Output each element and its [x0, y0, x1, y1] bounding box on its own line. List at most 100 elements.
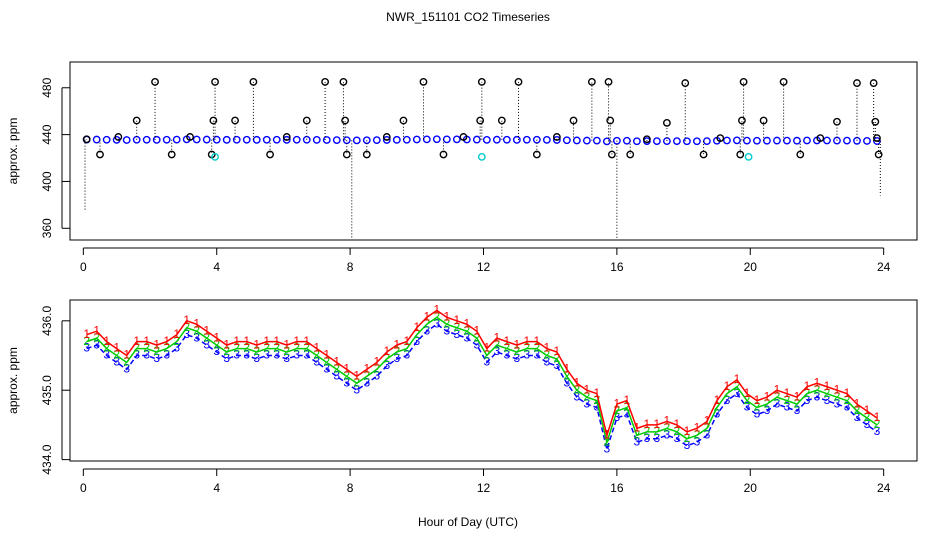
point-marker: 2 [864, 410, 871, 424]
data-point [552, 133, 561, 141]
point-marker: 1 [283, 337, 290, 351]
point-marker: 1 [363, 362, 370, 376]
point-marker: 1 [273, 334, 280, 348]
data-point [604, 78, 613, 86]
data-point [122, 136, 131, 144]
point-marker: 2 [644, 424, 651, 438]
point-marker: 1 [554, 344, 561, 358]
point-marker: 3 [844, 400, 851, 414]
point-marker: 1 [373, 355, 380, 369]
point-marker: 3 [193, 330, 200, 344]
point-marker: 3 [473, 337, 480, 351]
point-marker: 3 [864, 417, 871, 431]
data-point [211, 152, 219, 161]
y-tick-label: 400 [40, 171, 54, 191]
series-line [86, 323, 878, 452]
data-point [502, 135, 511, 144]
point-marker: 1 [243, 334, 250, 348]
y-tick-label: 440 [40, 124, 54, 144]
data-point [477, 78, 486, 86]
point-marker: 3 [93, 337, 100, 351]
point-marker: 3 [303, 348, 310, 362]
point-marker: 1 [323, 348, 330, 362]
point-marker: 1 [744, 386, 751, 400]
point-marker: 3 [133, 348, 140, 362]
point-marker: 3 [313, 355, 320, 369]
point-marker: 1 [393, 337, 400, 351]
data-point [869, 79, 878, 87]
data-point [512, 135, 521, 144]
point-marker: 2 [123, 355, 130, 369]
point-marker: 1 [544, 341, 551, 355]
point-marker: 1 [303, 334, 310, 348]
point-marker: 1 [654, 417, 661, 431]
data-point [763, 136, 771, 145]
point-marker: 3 [273, 348, 280, 362]
point-marker: 1 [133, 334, 140, 348]
point-marker: 3 [453, 327, 460, 341]
point-marker: 2 [433, 310, 440, 324]
point-marker: 3 [834, 396, 841, 410]
point-marker: 1 [754, 393, 761, 407]
point-marker: 2 [383, 351, 390, 365]
point-marker: 2 [524, 341, 531, 355]
point-marker: 2 [453, 320, 460, 334]
point-marker: 1 [453, 313, 460, 327]
data-point [332, 136, 341, 145]
point-marker: 1 [824, 379, 831, 393]
x-axis-label: Hour of Day (UTC) [418, 515, 518, 529]
point-marker: 1 [614, 396, 621, 410]
point-marker: 1 [403, 334, 410, 348]
point-marker: 3 [243, 348, 250, 362]
point-marker: 2 [874, 417, 881, 431]
data-point [412, 135, 421, 144]
data-point [514, 78, 523, 86]
y-tick-label: 434.0 [40, 444, 54, 474]
x-tick-label: 16 [610, 260, 624, 274]
point-marker: 2 [814, 382, 821, 396]
point-marker: 1 [664, 414, 671, 428]
point-marker: 2 [343, 369, 350, 383]
y-axis-label: approx. ppm [6, 118, 20, 185]
point-marker: 2 [93, 330, 100, 344]
point-marker: 1 [433, 303, 440, 317]
data-point [162, 135, 171, 144]
point-marker: 3 [123, 362, 130, 376]
x-tick-label: 8 [347, 260, 354, 274]
point-marker: 2 [283, 344, 290, 358]
point-marker: 2 [624, 400, 631, 414]
point-marker: 3 [233, 348, 240, 362]
point-marker: 2 [594, 393, 601, 407]
point-marker: 1 [233, 334, 240, 348]
data-point [492, 135, 501, 144]
point-marker: 3 [283, 351, 290, 365]
series-line [86, 316, 878, 446]
point-marker: 3 [574, 389, 581, 403]
point-marker: 2 [554, 351, 561, 365]
point-marker: 3 [724, 393, 731, 407]
data-point [82, 135, 91, 144]
point-marker: 1 [774, 382, 781, 396]
data-point [202, 135, 211, 144]
data-point [382, 136, 391, 144]
data-point [572, 136, 581, 145]
point-marker: 3 [664, 427, 671, 441]
data-point [703, 137, 711, 146]
point-marker: 1 [223, 337, 230, 351]
data-point [167, 150, 176, 159]
point-marker: 1 [734, 372, 741, 386]
point-marker: 2 [463, 323, 470, 337]
point-marker: 1 [473, 323, 480, 337]
point-marker: 3 [614, 410, 621, 424]
data-point [699, 150, 708, 159]
point-marker: 1 [594, 386, 601, 400]
data-point [642, 135, 651, 144]
point-marker: 3 [604, 441, 611, 455]
point-marker: 3 [734, 386, 741, 400]
x-tick-label: 24 [877, 260, 891, 274]
point-marker: 1 [834, 382, 841, 396]
point-marker: 2 [223, 344, 230, 358]
point-marker: 2 [363, 369, 370, 383]
data-point [419, 78, 428, 86]
data-point [452, 135, 461, 144]
